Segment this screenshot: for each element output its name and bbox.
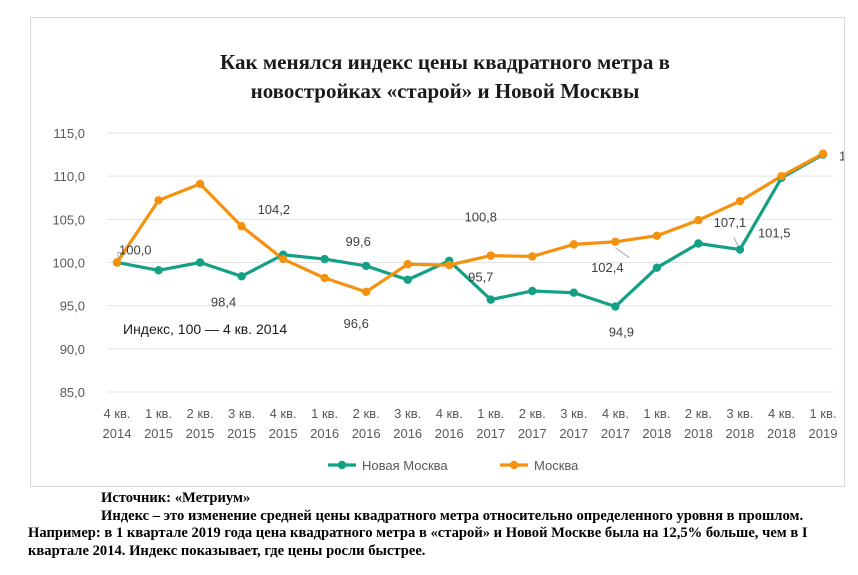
data-label: 95,7 [468,270,493,285]
x-tick-label: 4 кв. 2017 [601,406,630,441]
data-point [403,275,412,284]
x-tick-label: 3 кв. 2017 [559,406,588,441]
data-label: 94,9 [609,325,634,340]
data-point [569,240,579,249]
legend-marker [337,460,347,470]
data-point [237,272,246,281]
x-tick-label: 1 кв. 2017 [476,406,505,441]
x-tick-label: 3 кв. 2015 [227,406,256,441]
caption-body: Индекс – это изменение средней цены квад… [28,507,808,559]
x-tick-label: 2 кв. 2018 [684,406,713,441]
legend-marker [509,460,519,470]
x-tick-label: 2 кв. 2017 [518,406,547,441]
data-point [278,254,288,264]
label-leader [615,247,630,259]
data-point [195,258,205,267]
data-point [320,254,329,264]
data-point [528,252,537,261]
data-point [154,266,163,275]
data-point [112,258,122,267]
index-note: Индекс, 100 — 4 кв. 2014 [123,321,287,337]
data-label: 100,8 [464,210,497,225]
data-point [652,231,662,240]
data-point [403,260,412,269]
data-point [361,261,371,271]
y-tick-label: 90,0 [60,342,85,357]
legend-label: Москва [534,458,579,473]
data-point [611,302,620,311]
x-tick-label: 4 кв. 2016 [435,406,464,441]
data-label: 104,2 [258,202,291,217]
x-tick-label: 4 кв. 2018 [767,406,796,441]
x-tick-label: 1 кв. 2019 [809,406,838,441]
data-point [486,251,495,260]
data-label: 112,5 [839,149,844,164]
x-tick-label: 1 кв. 2015 [144,406,173,441]
x-tick-label: 1 кв. 2018 [642,406,671,441]
x-tick-label: 2 кв. 2016 [352,406,381,441]
series-line-0 [116,153,824,309]
data-label: 98,4 [211,294,236,309]
y-tick-label: 100,0 [52,256,85,271]
data-point [486,295,495,304]
y-tick-label: 85,0 [60,385,85,400]
data-point [528,286,537,296]
x-tick-label: 2 кв. 2015 [186,406,215,441]
legend-label: Новая Москва [362,458,448,473]
data-label: 101,5 [758,226,791,241]
data-point [361,287,371,297]
x-tick-label: 4 кв. 2014 [103,406,132,441]
legend: Новая Москва Москва [328,458,579,473]
x-tick-label: 3 кв. 2016 [393,406,422,441]
chart-area: Как менялся индекс цены квадратного метр… [30,17,845,487]
data-label: 100,0 [119,243,152,258]
line-chart: Как менялся индекс цены квадратного метр… [52,50,844,473]
data-point [611,237,620,246]
data-point [735,245,745,254]
series-line-1 [115,152,824,294]
y-tick-label: 105,0 [52,212,85,227]
caption-source: Источник: «Метриум» [101,490,251,506]
data-point [694,215,703,225]
data-point [777,171,786,181]
y-tick-label: 115,0 [53,126,85,141]
data-point [154,196,163,205]
chart-title-line-1: Как менялся индекс цены квадратного метр… [220,50,670,74]
data-label: 107,1 [714,215,747,230]
data-point [694,239,703,248]
data-label: 96,6 [344,316,369,331]
data-point [320,273,329,283]
data-point [652,263,662,272]
data-label: 102,4 [591,260,624,275]
x-tick-label: 4 кв. 2015 [269,406,298,441]
x-tick-label: 1 кв. 2016 [310,406,339,441]
chart-title-line-2: новостройках «старой» и Новой Москвы [251,79,640,103]
data-point [195,179,205,189]
label-leader [733,237,739,246]
data-point [569,288,579,297]
data-point [445,260,454,270]
caption: Источник: «Метриум» Индекс – это изменен… [0,490,858,560]
y-tick-label: 95,0 [60,299,85,314]
data-point [237,222,246,231]
data-point [735,197,745,206]
data-point [818,149,828,158]
y-tick-label: 110,0 [53,169,85,184]
data-label: 99,6 [346,234,371,249]
x-tick-label: 3 кв. 2018 [725,406,754,441]
